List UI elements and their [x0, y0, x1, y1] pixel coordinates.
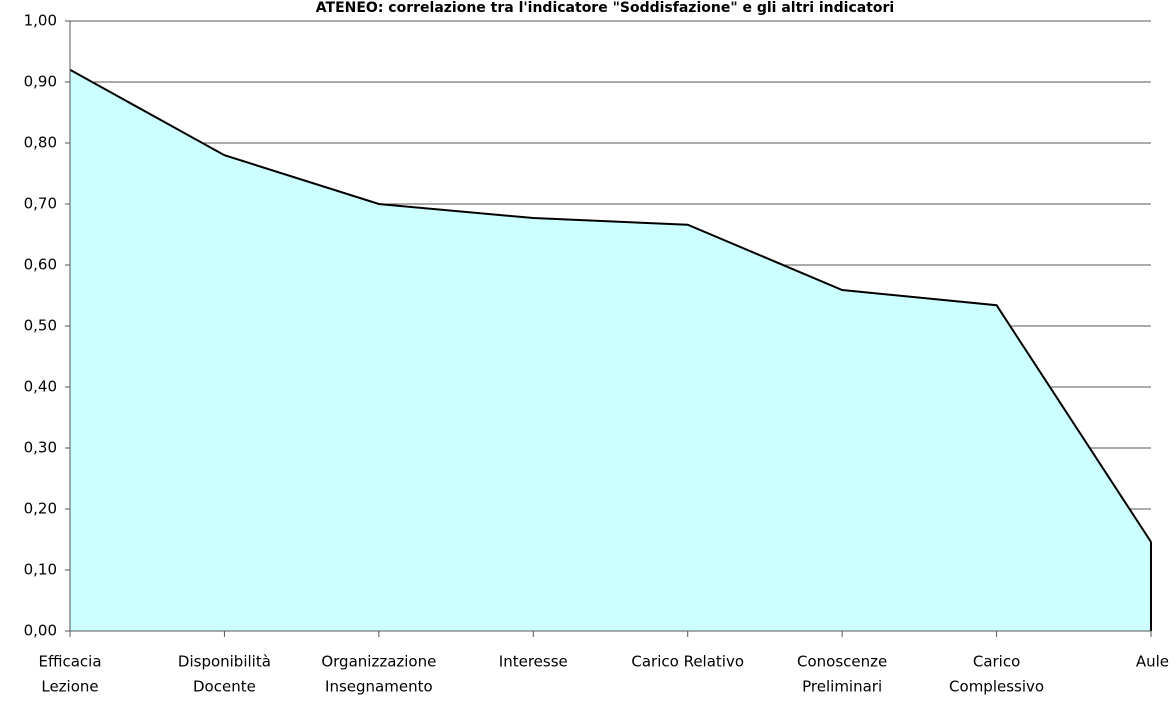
y-tick-label: 0,70: [24, 195, 57, 213]
x-tick-label: Docente: [193, 678, 256, 696]
x-tick-label: Complessivo: [949, 678, 1044, 696]
x-tick-label: Interesse: [499, 653, 568, 671]
x-tick-label: Aule: [1136, 653, 1169, 671]
chart-title: ATENEO: correlazione tra l'indicatore "S…: [316, 0, 894, 16]
line: [69, 68, 1152, 543]
y-tick-label: 0,80: [24, 134, 57, 152]
y-tick-label: 0,30: [24, 439, 57, 457]
x-tick-label: Conoscenze: [797, 653, 887, 671]
x-tick-label: Carico Relativo: [631, 653, 744, 671]
y-tick-label: 0,40: [24, 378, 57, 396]
x-tick-label: Carico: [973, 653, 1020, 671]
area: [70, 69, 1151, 632]
y-tick-label: 1,00: [24, 12, 57, 30]
x-tick-label: Lezione: [41, 678, 98, 696]
x-tick-label: Insegnamento: [325, 678, 433, 696]
y-tick-label: 0,50: [24, 317, 57, 335]
y-tick-label: 0,90: [24, 73, 57, 91]
x-tick-label: Preliminari: [802, 678, 882, 696]
y-tick-label: 0,00: [24, 622, 57, 640]
y-tick-label: 0,60: [24, 256, 57, 274]
y-tick-label: 0,10: [24, 561, 57, 579]
x-tick-label: Efficacia: [38, 653, 101, 671]
y-tick-label: 0,20: [24, 500, 57, 518]
x-tick-label: Organizzazione: [321, 653, 436, 671]
x-tick-label: Disponibilità: [178, 653, 271, 671]
